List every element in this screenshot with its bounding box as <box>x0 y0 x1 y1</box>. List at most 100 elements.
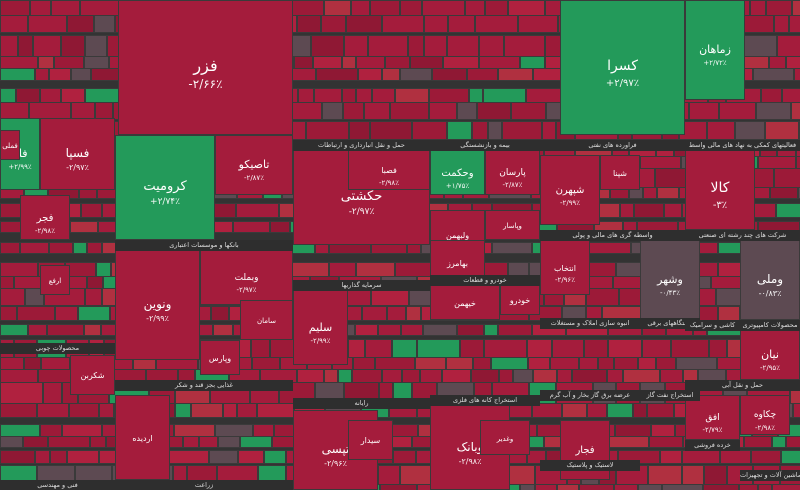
stock-tile-1[interactable]: فزر -۲/۶۶٪ <box>118 0 293 135</box>
stock-cell[interactable] <box>720 450 751 464</box>
stock-cell[interactable] <box>264 450 286 464</box>
stock-cell[interactable] <box>61 35 85 58</box>
stock-cell[interactable] <box>236 203 279 218</box>
stock-cell[interactable] <box>520 484 535 490</box>
stock-cell[interactable] <box>432 68 467 81</box>
stock-cell[interactable] <box>175 403 191 418</box>
stock-cell[interactable] <box>390 102 429 120</box>
stock-cell[interactable] <box>689 102 719 120</box>
stock-cell[interactable] <box>498 68 533 81</box>
stock-cell[interactable] <box>380 484 417 490</box>
stock-cell[interactable] <box>753 68 794 81</box>
stock-cell[interactable] <box>183 436 199 448</box>
stock-cell[interactable] <box>213 324 233 336</box>
stock-cell[interactable] <box>240 436 272 448</box>
stock-tile-22[interactable]: افق -۲/۷۹٪ <box>685 395 740 440</box>
stock-cell[interactable] <box>406 306 421 321</box>
stock-cell[interactable] <box>297 15 321 33</box>
stock-cell[interactable] <box>643 187 657 199</box>
stock-cell[interactable] <box>209 450 238 464</box>
stock-cell[interactable] <box>774 15 789 33</box>
stock-cell[interactable] <box>457 102 477 120</box>
stock-cell[interactable] <box>48 436 90 448</box>
stock-cell[interactable] <box>67 450 99 464</box>
stock-cell[interactable] <box>382 15 424 33</box>
stock-cell[interactable] <box>770 187 798 199</box>
stock-cell[interactable] <box>47 324 84 336</box>
stock-cell[interactable] <box>657 187 679 199</box>
stock-tile-13[interactable]: فجر -۲/۹۸٪ <box>20 195 70 240</box>
stock-cell[interactable] <box>362 306 387 321</box>
stock-cell[interactable] <box>49 242 73 254</box>
stock-cell[interactable] <box>368 35 408 58</box>
stock-cell[interactable] <box>33 35 61 58</box>
stock-cell[interactable] <box>223 403 237 418</box>
stock-cell[interactable] <box>28 15 67 33</box>
stock-cell[interactable] <box>504 35 545 58</box>
stock-cell[interactable] <box>18 35 33 58</box>
stock-tile-39[interactable]: اردیده <box>115 395 170 480</box>
stock-tile-32[interactable]: خیهمن <box>430 285 500 320</box>
stock-cell[interactable] <box>71 68 91 81</box>
stock-tile-19[interactable]: نیان -۲/۹۵٪ <box>740 330 800 380</box>
stock-cell[interactable] <box>634 203 664 218</box>
stock-tile-37[interactable]: وپارس <box>200 340 240 375</box>
stock-cell[interactable] <box>416 450 431 464</box>
stock-cell[interactable] <box>608 436 649 448</box>
stock-cell[interactable] <box>562 403 587 418</box>
stock-cell[interactable] <box>429 102 457 120</box>
stock-cell[interactable] <box>238 450 264 464</box>
stock-cell[interactable] <box>633 403 647 418</box>
stock-cell[interactable] <box>535 484 557 490</box>
stock-cell[interactable] <box>81 203 102 218</box>
stock-cell[interactable] <box>492 242 532 254</box>
stock-cell[interactable] <box>50 450 67 464</box>
stock-cell[interactable] <box>479 35 504 58</box>
stock-cell[interactable] <box>78 306 110 321</box>
stock-tile-23[interactable]: شکربن <box>70 355 115 395</box>
stock-cell[interactable] <box>758 484 772 490</box>
stock-cell[interactable] <box>484 324 498 336</box>
stock-cell[interactable] <box>447 35 479 58</box>
stock-cell[interactable] <box>218 436 240 448</box>
stock-tile-14[interactable]: ونوین -۲/۹۹٪ <box>115 250 200 360</box>
stock-cell[interactable] <box>718 306 740 321</box>
stock-cell[interactable] <box>387 306 406 321</box>
stock-cell[interactable] <box>23 436 48 448</box>
stock-cell[interactable] <box>791 102 800 120</box>
stock-cell[interactable] <box>579 484 614 490</box>
stock-cell[interactable] <box>786 436 800 448</box>
stock-cell[interactable] <box>0 242 20 254</box>
stock-cell[interactable] <box>401 324 423 336</box>
stock-cell[interactable] <box>99 403 114 418</box>
stock-cell[interactable] <box>28 324 47 336</box>
stock-tile-2[interactable]: کسرا +۲/۹۷٪ <box>560 0 685 135</box>
stock-cell[interactable] <box>772 436 786 448</box>
stock-tile-33[interactable]: انتخاب -۲/۹۶٪ <box>540 240 590 295</box>
stock-cell[interactable] <box>448 15 475 33</box>
stock-cell[interactable] <box>424 35 447 58</box>
stock-tile-16[interactable]: وشهر -۰/۴۳٪ <box>640 240 700 320</box>
stock-cell[interactable] <box>400 68 432 81</box>
stock-cell[interactable] <box>37 403 69 418</box>
stock-tile-34[interactable]: وغدیر <box>480 420 530 455</box>
stock-cell[interactable] <box>589 242 631 254</box>
stock-cell[interactable] <box>423 324 457 336</box>
stock-cell[interactable] <box>511 102 546 120</box>
stock-cell[interactable] <box>557 484 579 490</box>
stock-cell[interactable] <box>198 324 213 336</box>
stock-cell[interactable] <box>648 465 682 485</box>
stock-cell[interactable] <box>532 403 562 418</box>
stock-tile-24[interactable]: ارفع <box>40 265 70 295</box>
stock-cell[interactable] <box>0 403 37 418</box>
stock-cell[interactable] <box>777 35 800 58</box>
stock-cell[interactable] <box>17 306 55 321</box>
stock-cell[interactable] <box>91 68 119 81</box>
stock-tile-15[interactable]: وبملت -۲/۹۷٪ <box>200 250 293 305</box>
stock-cell[interactable] <box>73 242 87 254</box>
stock-cell[interactable] <box>614 484 638 490</box>
stock-tile-6[interactable]: کرومیت +۲/۷۴٪ <box>115 135 215 240</box>
stock-cell[interactable] <box>199 436 218 448</box>
stock-cell[interactable] <box>457 324 484 336</box>
stock-cell[interactable] <box>237 403 257 418</box>
